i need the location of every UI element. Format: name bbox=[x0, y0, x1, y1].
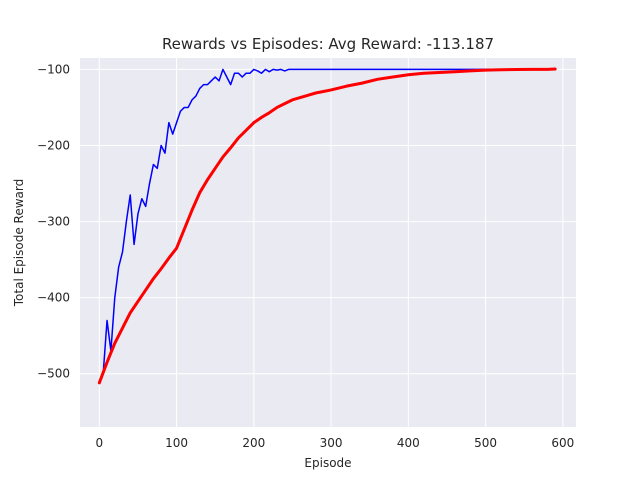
y-tick-labels: −500 −400 −300 −200 −100 bbox=[37, 62, 70, 380]
y-tick-label: −300 bbox=[37, 215, 70, 229]
x-tick-label: 400 bbox=[397, 436, 420, 450]
x-tick-labels: 0 100 200 300 400 500 600 bbox=[95, 436, 574, 450]
x-tick-label: 200 bbox=[242, 436, 265, 450]
grid bbox=[80, 58, 576, 427]
y-tick-label: −500 bbox=[37, 367, 70, 381]
x-tick-label: 100 bbox=[165, 436, 188, 450]
series-line-moving-average bbox=[97, 67, 557, 385]
plot-area bbox=[80, 58, 576, 427]
y-tick-label: −400 bbox=[37, 291, 70, 305]
chart-title: Rewards vs Episodes: Avg Reward: -113.18… bbox=[162, 35, 494, 53]
y-axis-label: Total Episode Reward bbox=[12, 179, 26, 307]
y-tick-label: −200 bbox=[37, 138, 70, 152]
x-tick-label: 600 bbox=[551, 436, 574, 450]
x-tick-label: 300 bbox=[320, 436, 343, 450]
x-axis-label: Episode bbox=[304, 456, 351, 470]
y-tick-label: −100 bbox=[37, 62, 70, 76]
series-layer bbox=[97, 67, 557, 385]
x-tick-label: 0 bbox=[95, 436, 103, 450]
x-tick-label: 500 bbox=[474, 436, 497, 450]
